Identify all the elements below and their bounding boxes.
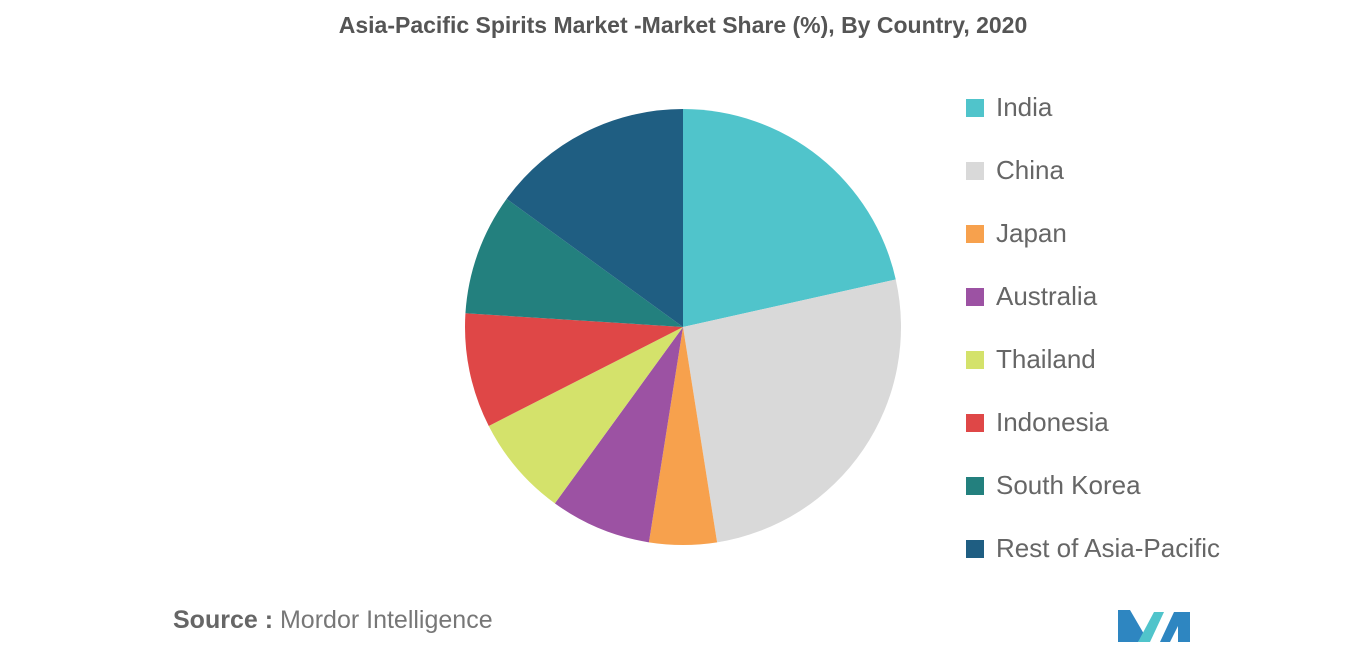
legend-swatch-japan (966, 225, 984, 243)
source-note: Source : Mordor Intelligence (173, 606, 493, 635)
legend-item-australia: Australia (966, 280, 1220, 343)
pie-slice-rest-of-asia-pacific (506, 109, 683, 327)
chart-title: Asia-Pacific Spirits Market -Market Shar… (338, 12, 1028, 38)
source-prefix: Source : (173, 606, 274, 634)
legend-swatch-australia (966, 288, 984, 306)
legend-swatch-indonesia (966, 414, 984, 432)
legend-swatch-china (966, 162, 984, 180)
legend-label-thailand: Thailand (996, 344, 1096, 374)
legend-label-india: India (996, 92, 1053, 122)
legend-item-rest-of-asia-pacific: Rest of Asia-Pacific (966, 532, 1220, 595)
pie-slice-indonesia (464, 313, 683, 426)
pie-slices (464, 109, 902, 546)
legend-item-indonesia: Indonesia (966, 406, 1220, 469)
legend-swatch-rest-of-asia-pacific (966, 540, 984, 558)
chart-legend: India China Japan Australia Thailand Indonesi… (966, 91, 1220, 595)
source-name: Mordor Intelligence (279, 606, 493, 634)
legend-swatch-india (966, 99, 984, 117)
pie-slice-china (683, 279, 902, 543)
legend-label-indonesia: Indonesia (996, 407, 1109, 437)
legend-label-south-korea: South Korea (996, 470, 1141, 500)
logo-middle-stroke (1138, 612, 1164, 642)
pie-slice-australia (554, 327, 683, 543)
legend-label-china: China (996, 155, 1064, 185)
legend-item-thailand: Thailand (966, 343, 1220, 406)
legend-item-south-korea: South Korea (966, 469, 1220, 532)
legend-item-japan: Japan (966, 217, 1220, 280)
legend-item-china: China (966, 154, 1220, 217)
legend-label-rest-of-asia-pacific: Rest of Asia-Pacific (996, 533, 1220, 563)
legend-swatch-thailand (966, 351, 984, 369)
logo-right-stroke (1160, 612, 1190, 642)
legend-swatch-south-korea (966, 477, 984, 495)
legend-item-india: India (966, 91, 1220, 154)
legend-label-japan: Japan (996, 218, 1067, 248)
pie-slice-japan (648, 327, 718, 546)
pie-slice-thailand (488, 327, 683, 504)
mordor-intelligence-logo-icon (1118, 610, 1190, 642)
pie-slice-south-korea (465, 198, 683, 327)
legend-label-australia: Australia (996, 281, 1098, 311)
logo-left-stroke (1118, 610, 1144, 642)
pie-slice-india (683, 109, 896, 327)
